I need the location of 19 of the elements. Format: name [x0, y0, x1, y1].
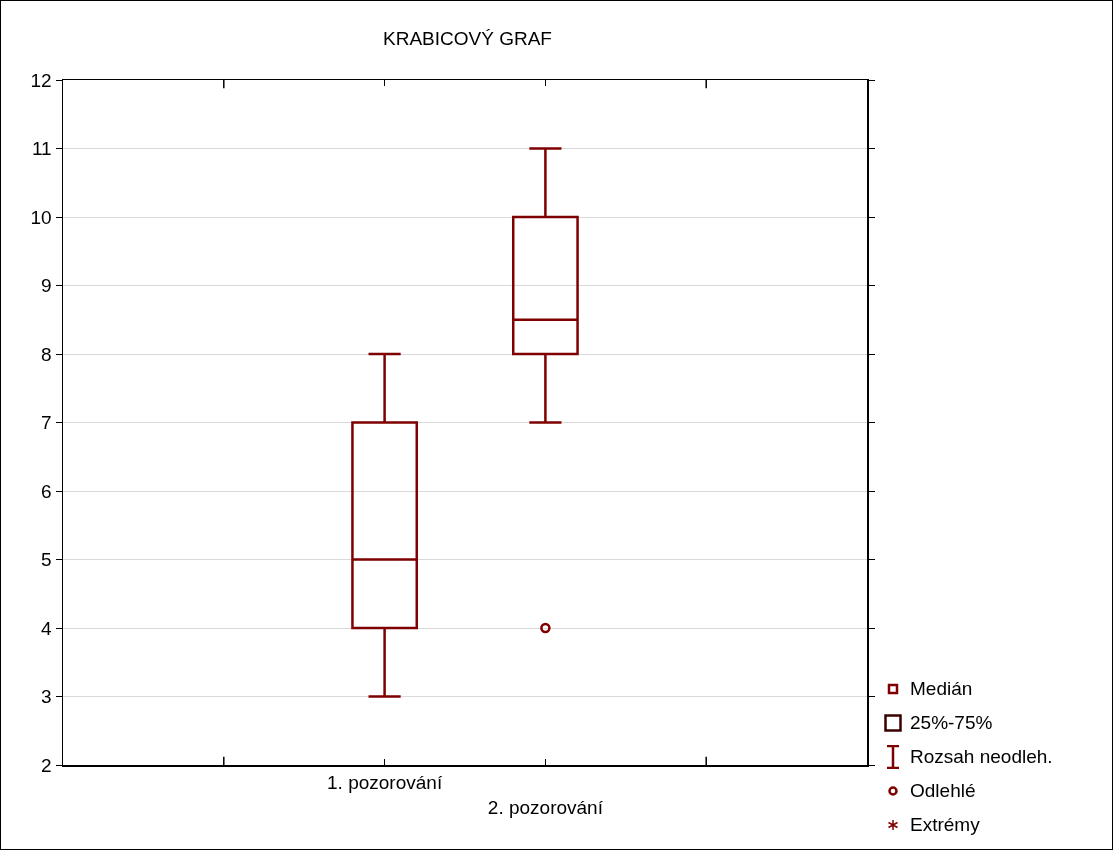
y-tick-label: 8 [41, 343, 52, 365]
x-tick-label: 2. pozorování [487, 797, 604, 818]
text: Rozsah neodleh. [910, 746, 1053, 768]
text: Medián [910, 678, 973, 700]
text: Extrémy [910, 814, 980, 836]
x-tick-label: 1. pozorování [327, 772, 443, 794]
y-tick-label: 3 [41, 686, 52, 708]
y-tick-label: 9 [41, 275, 52, 297]
chart-title: KRABICOVÝ GRAF [383, 27, 552, 49]
y-tick-label: 4 [41, 617, 53, 639]
y-tick-label: 10 [30, 206, 52, 228]
y-tick-label: 6 [41, 480, 52, 502]
y-tick-label: 5 [41, 549, 52, 571]
y-tick-label: 12 [30, 69, 52, 91]
text: 25%-75% [910, 712, 993, 734]
y-tick-label: 2 [41, 754, 52, 776]
y-tick-label: 7 [41, 412, 52, 434]
text: Odlehlé [910, 780, 976, 802]
y-tick-label: 11 [31, 138, 52, 160]
